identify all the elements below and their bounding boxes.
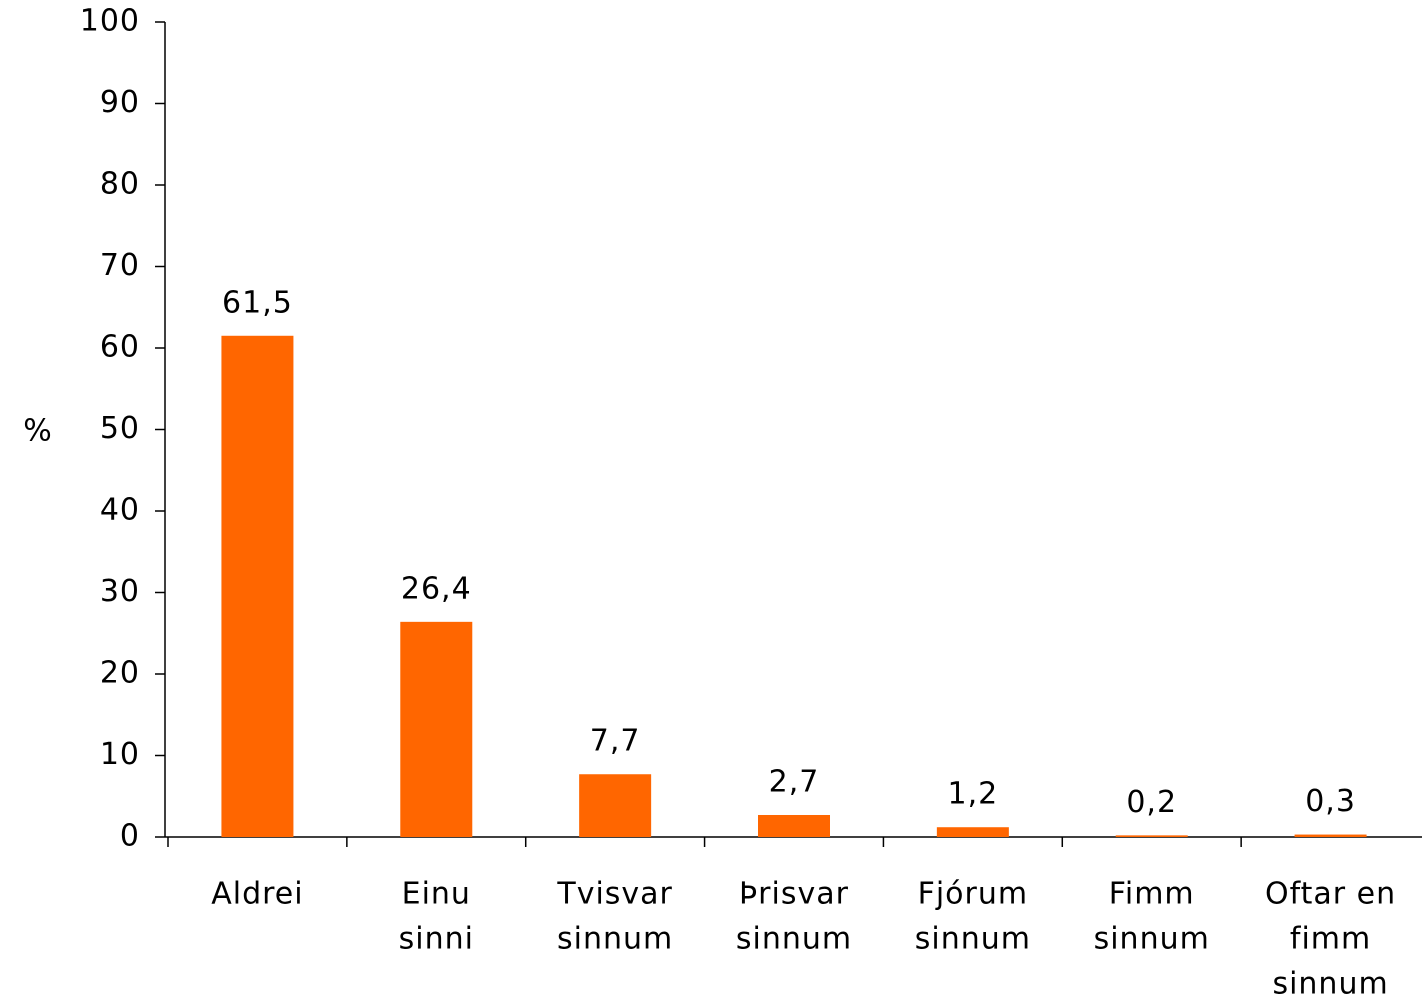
bar xyxy=(400,621,473,837)
x-tick-label: Aldrei xyxy=(211,877,303,912)
y-axis-label: % xyxy=(23,414,53,449)
value-label: 7,7 xyxy=(590,724,641,759)
x-tick-label: fimm xyxy=(1290,922,1371,957)
x-tick-label: Oftar en xyxy=(1265,877,1396,912)
y-tick-label: 40 xyxy=(100,493,140,528)
value-label: 0,3 xyxy=(1305,784,1356,819)
y-tick-label: 90 xyxy=(100,85,140,120)
y-tick-label: 80 xyxy=(100,167,140,202)
x-tick-label: Tvisvar xyxy=(556,877,673,912)
bar xyxy=(579,774,652,837)
x-tick-label: Þrisvar xyxy=(739,877,849,912)
bar xyxy=(936,827,1009,837)
y-tick-label: 100 xyxy=(80,4,140,39)
x-tick-label: sinnum xyxy=(1272,967,1388,1002)
y-tick-label: 20 xyxy=(100,656,140,691)
y-tick-label: 50 xyxy=(100,411,140,446)
bar xyxy=(758,814,830,837)
y-tick-label: 10 xyxy=(100,737,140,772)
bar xyxy=(1294,834,1367,837)
value-label: 61,5 xyxy=(222,285,293,320)
x-tick-label: sinnum xyxy=(915,922,1031,957)
value-label: 2,7 xyxy=(769,764,820,799)
value-label: 0,2 xyxy=(1126,785,1177,820)
y-tick-label: 70 xyxy=(100,248,140,283)
x-tick-label: Einu xyxy=(402,877,471,912)
y-tick-label: 30 xyxy=(100,574,140,609)
y-tick-label: 60 xyxy=(100,330,140,365)
y-tick-label: 0 xyxy=(120,819,140,854)
value-label: 1,2 xyxy=(947,777,998,812)
x-tick-label: Fimm xyxy=(1109,877,1195,912)
x-tick-label: sinnum xyxy=(736,922,852,957)
value-label: 26,4 xyxy=(401,571,472,606)
x-tick-label: sinni xyxy=(399,922,474,957)
bar xyxy=(1115,835,1188,837)
x-tick-label: Fjórum xyxy=(918,877,1029,912)
x-tick-label: sinnum xyxy=(557,922,673,957)
bar xyxy=(221,335,294,837)
x-tick-label: sinnum xyxy=(1094,922,1210,957)
